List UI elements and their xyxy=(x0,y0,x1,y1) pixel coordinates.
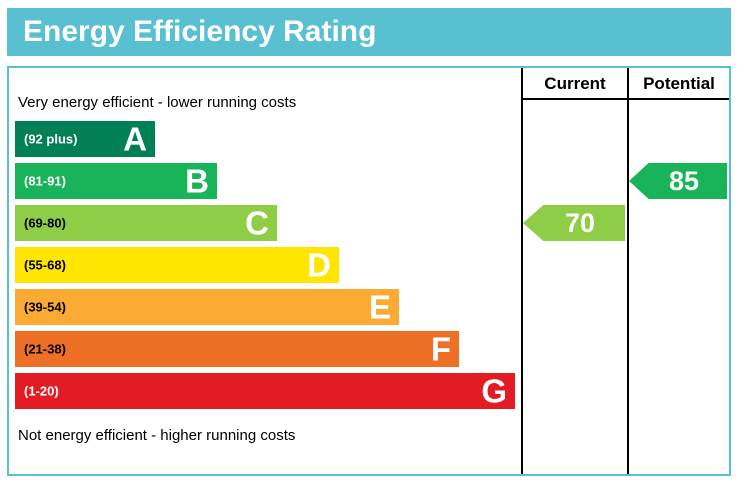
chart-title: Energy Efficiency Rating xyxy=(7,8,731,56)
band-range-label-g: (1-20) xyxy=(24,383,59,399)
band-bar-b: (81-91) B xyxy=(15,163,217,199)
band-bar-g: (1-20) G xyxy=(15,373,515,409)
potential-column-header: Potential xyxy=(643,74,715,93)
band-range-label-d: (55-68) xyxy=(24,257,66,273)
band-letter-a: A xyxy=(123,120,147,158)
band-range-label-f: (21-38) xyxy=(24,341,66,357)
current-rating-arrow: 70 xyxy=(523,205,625,241)
band-letter-b: B xyxy=(185,162,209,200)
band-letter-e: E xyxy=(368,288,391,326)
band-letter-d: D xyxy=(307,246,331,284)
potential-rating-value: 85 xyxy=(668,165,700,196)
current-column-divider xyxy=(521,68,523,474)
band-bar-f: (21-38) F xyxy=(15,331,459,367)
band-bar-a: (92 plus) A xyxy=(15,121,155,157)
chart-area: Current Potential Very energy efficient … xyxy=(7,66,731,476)
band-range-label-b: (81-91) xyxy=(24,173,66,189)
band-letter-c: C xyxy=(245,204,269,242)
potential-rating-arrow: 85 xyxy=(629,163,727,199)
band-bar-c: (69-80) C xyxy=(15,205,277,241)
band-range-label-c: (69-80) xyxy=(24,215,66,231)
band-letter-g: G xyxy=(481,372,507,410)
top-note: Very energy efficient - lower running co… xyxy=(18,94,297,111)
band-bar-d: (55-68) D xyxy=(15,247,339,283)
potential-column-divider xyxy=(627,68,629,474)
band-letter-f: F xyxy=(430,330,451,368)
band-range-label-a: (92 plus) xyxy=(24,131,78,147)
bottom-note: Not energy efficient - higher running co… xyxy=(18,427,296,444)
current-rating-value: 70 xyxy=(564,207,596,238)
current-column-header: Current xyxy=(544,74,606,93)
column-header-underline xyxy=(521,98,729,100)
band-range-label-e: (39-54) xyxy=(24,299,66,315)
band-bar-e: (39-54) E xyxy=(15,289,399,325)
